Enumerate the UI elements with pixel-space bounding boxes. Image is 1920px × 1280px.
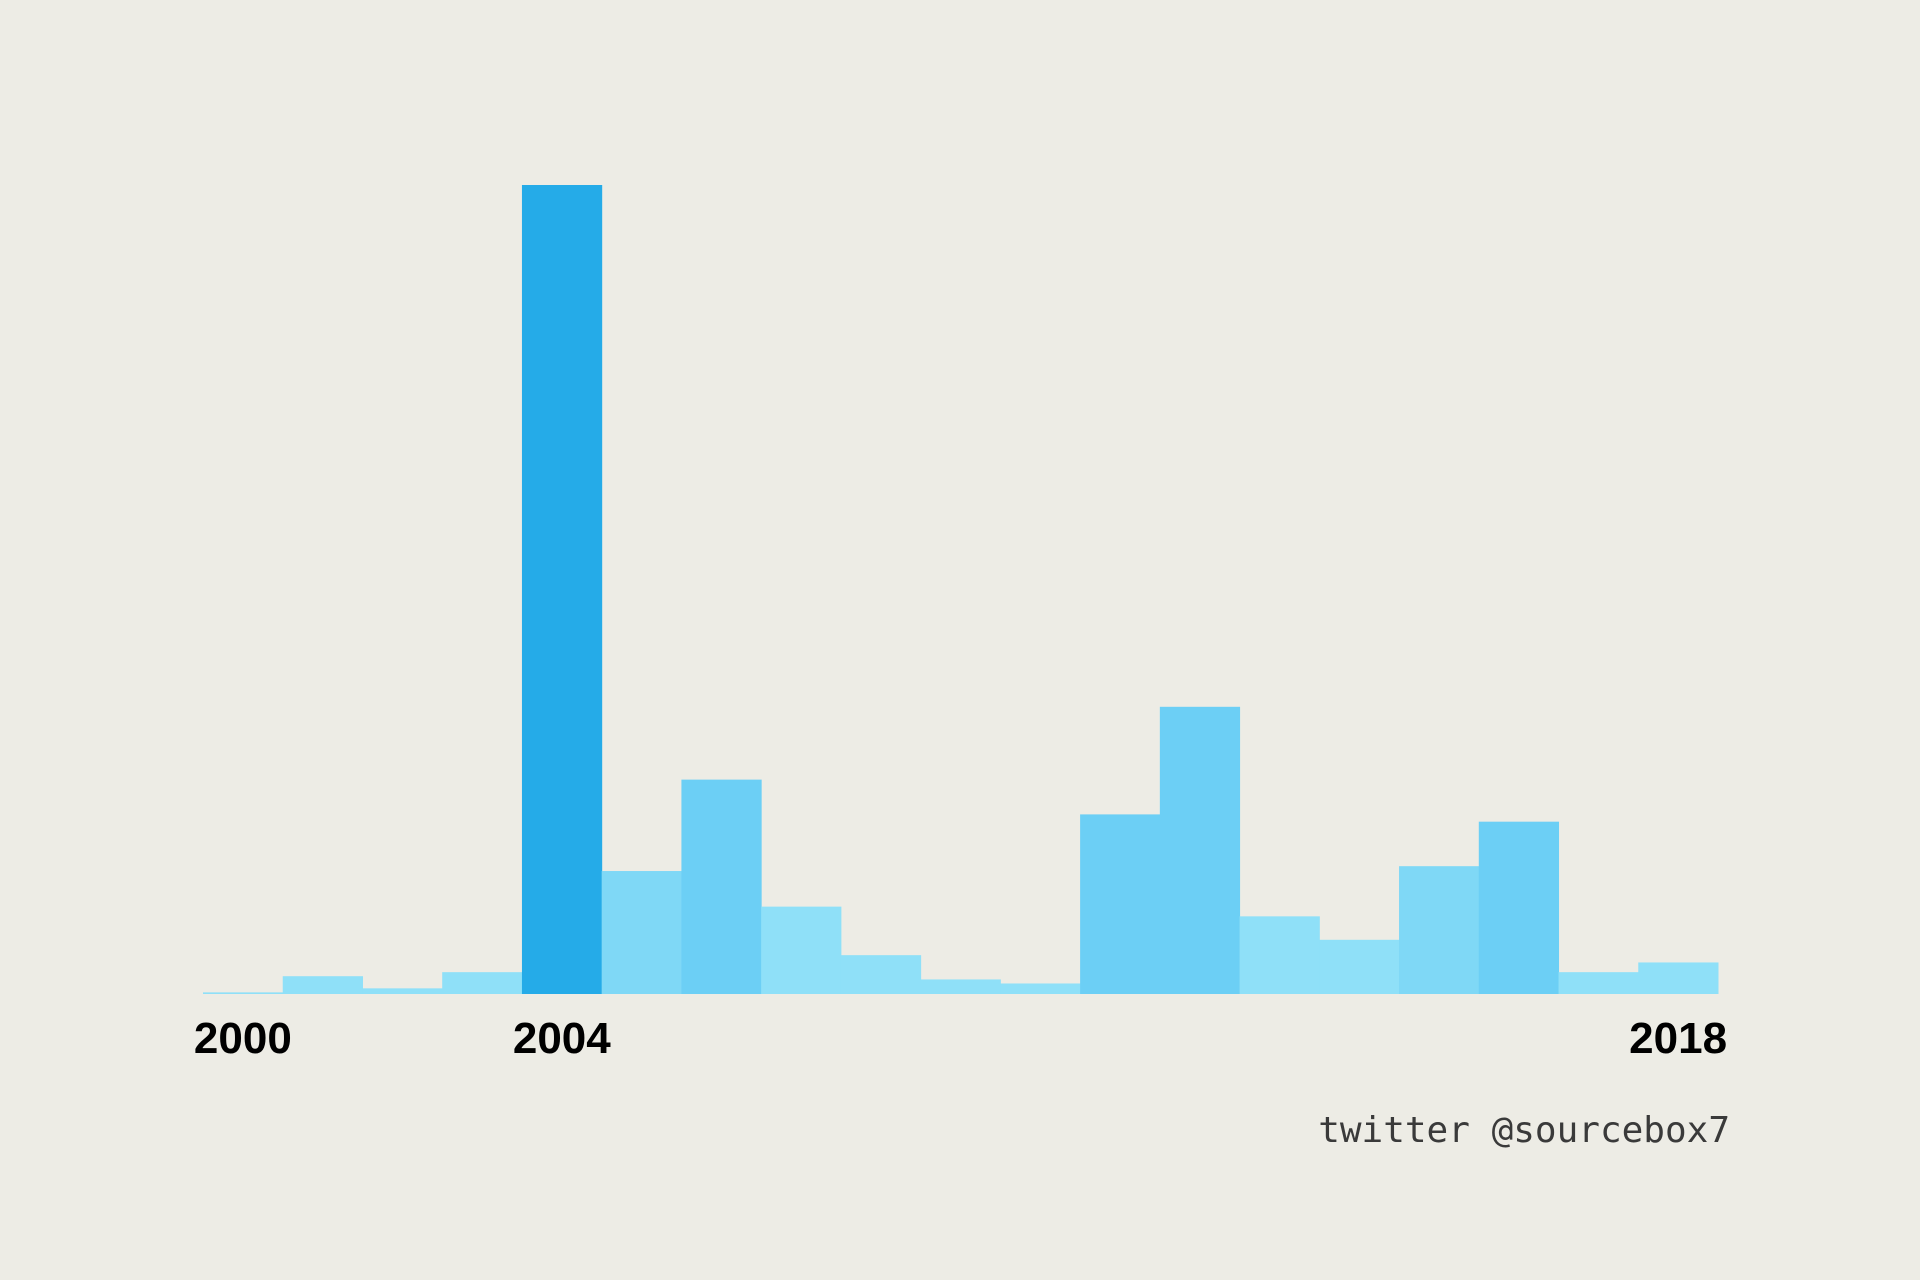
bar-2002 (362, 988, 443, 994)
bar-2001 (282, 976, 363, 994)
credit-text: twitter @sourcebox7 (1318, 1110, 1730, 1151)
bar-2011 (1080, 814, 1161, 994)
bar-2003 (442, 972, 523, 994)
tick-labels-group: 2000 2004 2018 (194, 1014, 1727, 1063)
bar-2015 (1399, 866, 1480, 994)
bar-2007 (761, 906, 842, 994)
bar-2004 (521, 185, 603, 994)
bar-2018 (1638, 962, 1719, 994)
bar-2010 (1000, 983, 1081, 994)
bar-2000 (203, 992, 284, 994)
tick-label-2018: 2018 (1629, 1014, 1727, 1063)
bar-2014 (1319, 939, 1400, 994)
bar-2013 (1239, 916, 1320, 994)
bar-2005 (601, 871, 682, 994)
bar-2008 (840, 955, 922, 994)
tick-label-2000: 2000 (194, 1014, 292, 1063)
tick-label-2004: 2004 (513, 1014, 611, 1063)
bar-2006 (681, 779, 762, 995)
bars-group (203, 185, 1719, 995)
bar-2012 (1159, 706, 1241, 994)
bar-2016 (1478, 821, 1560, 994)
bar-2009 (920, 979, 1001, 994)
bar-2017 (1558, 972, 1639, 994)
